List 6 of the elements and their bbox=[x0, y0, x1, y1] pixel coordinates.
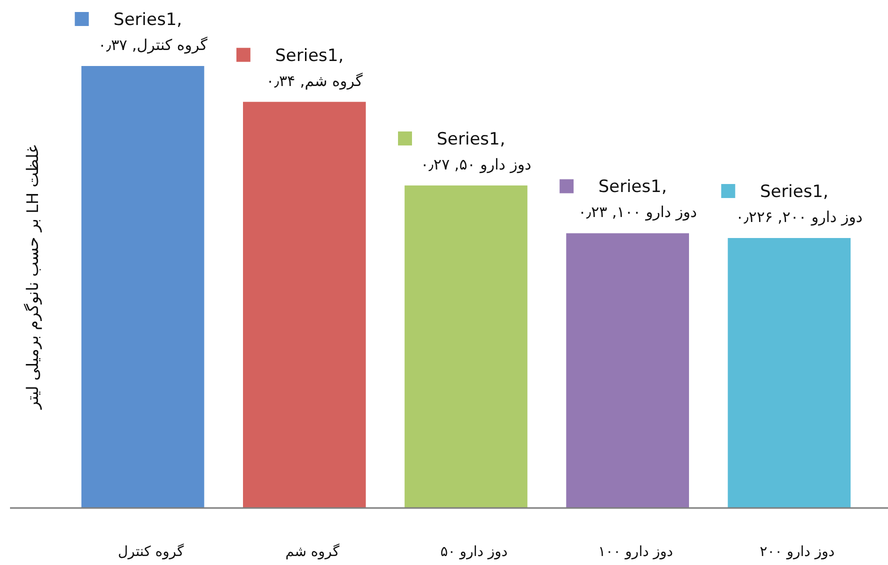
x-tick-label: دوز دارو ۵۰ bbox=[440, 544, 508, 560]
x-tick-label: دوز دارو ۲۰۰ bbox=[760, 544, 835, 560]
x-tick-label: گروه کنترل bbox=[118, 543, 184, 560]
y-axis-title: غلظت LH بر حسب نانوگرم برمیلی لیتر bbox=[23, 144, 42, 410]
x-tick-label: گروه شم bbox=[285, 543, 340, 560]
x-tick-label: دوز دارو ۱۰۰ bbox=[598, 544, 674, 560]
